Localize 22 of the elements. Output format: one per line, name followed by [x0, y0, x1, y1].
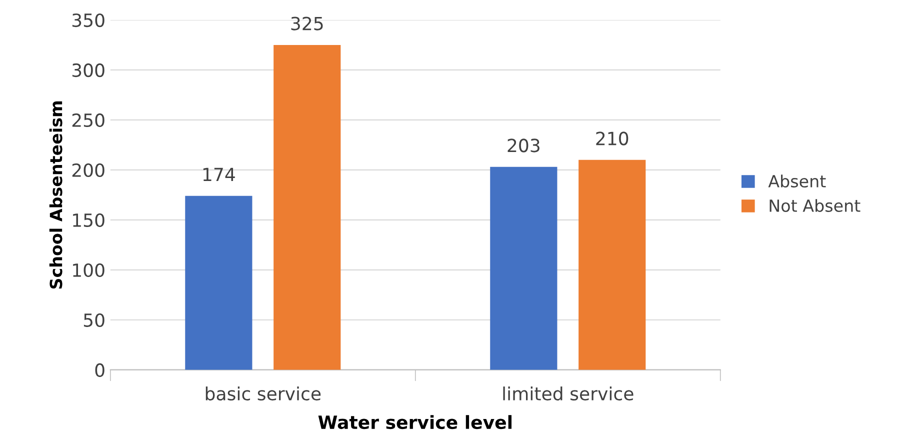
y-tick-label: 100: [73, 263, 104, 278]
y-tick-label: 250: [72, 113, 104, 128]
y-axis-title: School Absenteeism: [49, 101, 62, 289]
x-axis-title: Water service level: [318, 415, 512, 430]
data-label: 203: [508, 138, 540, 152]
data-label: 325: [291, 16, 323, 30]
bar: [490, 166, 558, 370]
bar: [274, 44, 341, 370]
bar: [185, 196, 252, 370]
x-tick-label: basic service: [206, 386, 321, 400]
legend-label: Not Absent: [770, 199, 860, 212]
bar: [578, 160, 646, 370]
y-tick-label: 150: [73, 213, 104, 228]
y-tick-label: 50: [84, 313, 104, 327]
y-tick-label: 200: [72, 163, 104, 178]
y-tick-label: 0: [95, 363, 104, 377]
data-label: 174: [203, 168, 235, 182]
y-tick-label: 350: [72, 13, 104, 28]
y-tick-label: 300: [72, 63, 104, 78]
x-tick-label: limited service: [503, 386, 634, 400]
data-label: 210: [596, 132, 628, 146]
legend-label: Absent: [768, 174, 826, 188]
